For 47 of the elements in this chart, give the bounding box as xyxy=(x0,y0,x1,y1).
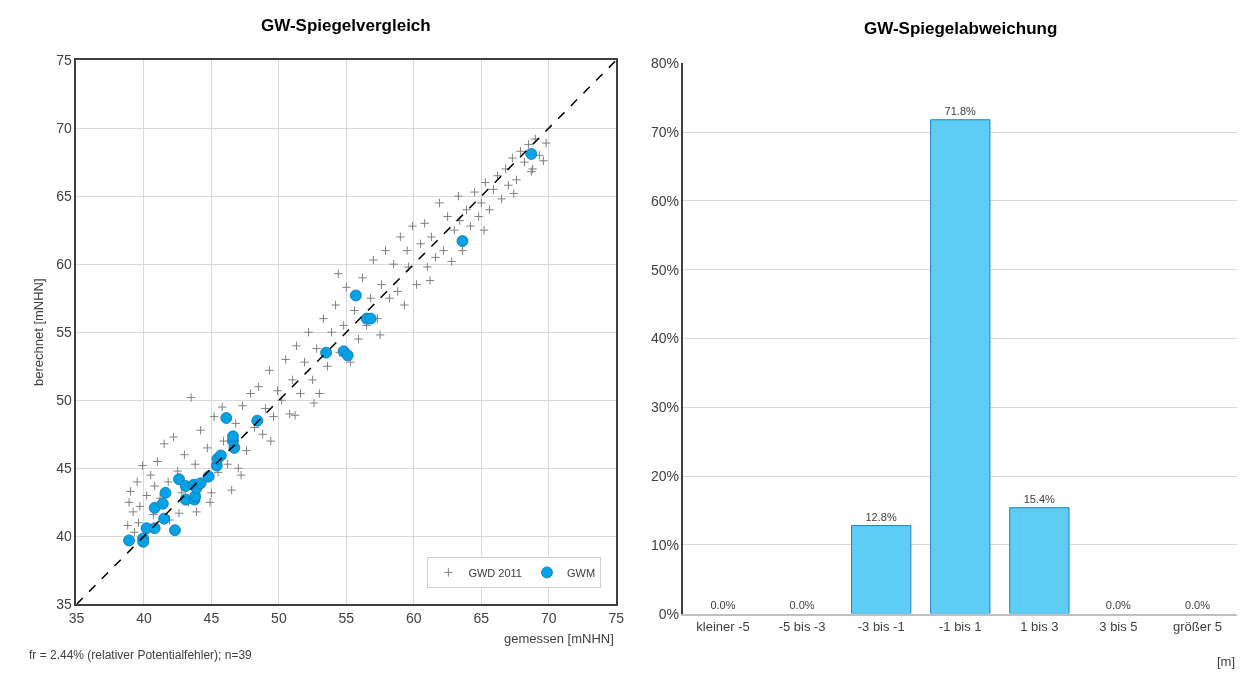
x-tick-label: 55 xyxy=(338,609,355,626)
x-tick-label: 75 xyxy=(608,609,625,626)
y-tick-label: 40% xyxy=(650,330,679,347)
y-tick-label: 45 xyxy=(56,460,73,477)
x-tick-label: 60 xyxy=(406,609,422,626)
y-tick-label: 50 xyxy=(56,392,73,409)
y-tick-label: 70% xyxy=(650,124,679,141)
y-tick-label: 0% xyxy=(658,605,679,622)
y-tick-label: 20% xyxy=(650,467,679,484)
x-axis-title: [m] xyxy=(1217,654,1236,669)
data-label: 0.0% xyxy=(1184,598,1211,611)
x-tick-label: kleiner -5 xyxy=(696,618,750,634)
chart-title: GW-Spiegelvergleich xyxy=(261,16,431,35)
y-tick-label: 40 xyxy=(56,528,73,545)
x-tick-label: 50 xyxy=(271,609,287,626)
x-tick-label: größer 5 xyxy=(1172,618,1223,634)
y-tick-label: 30% xyxy=(650,399,679,416)
x-tick-label: 40 xyxy=(136,609,152,626)
data-label: 0.0% xyxy=(1105,598,1132,611)
x-tick-label: 70 xyxy=(541,609,557,626)
x-tick-label: 45 xyxy=(203,609,220,626)
y-tick-label: 80% xyxy=(650,55,679,72)
y-tick-label: 65 xyxy=(56,188,73,205)
y-tick-label: 75 xyxy=(56,51,73,68)
legend-label: GWD 2011 xyxy=(468,566,522,579)
text: fr = 2.44% (relativer Potentialfehler); n=39 xyxy=(29,648,253,662)
data-label: 0.0% xyxy=(789,598,815,611)
x-axis-title: gemessen [mNHN] xyxy=(504,631,614,646)
legend-label: GWM xyxy=(566,566,596,579)
chart-title: GW-Spiegelabweichung xyxy=(864,19,1058,38)
y-tick-label: 10% xyxy=(650,536,679,553)
y-tick-label: 60 xyxy=(56,256,73,273)
data-label: 0.0% xyxy=(710,598,736,611)
x-tick-label: 3 bis 5 xyxy=(1099,618,1138,634)
x-tick-label: 1 bis 3 xyxy=(1020,618,1059,634)
data-label: 15.4% xyxy=(1023,492,1056,505)
x-tick-label: -5 bis -3 xyxy=(778,618,826,634)
y-axis-title: berechnet [mNHN] xyxy=(30,278,46,387)
data-label: 12.8% xyxy=(865,510,897,523)
x-tick-label: 65 xyxy=(473,609,490,626)
y-tick-label: 50% xyxy=(650,261,679,278)
x-tick-label: -1 bis 1 xyxy=(938,618,982,634)
y-tick-label: 55 xyxy=(56,324,73,341)
x-tick-label: -3 bis -1 xyxy=(857,618,905,634)
y-tick-label: 60% xyxy=(650,192,679,209)
y-tick-label: 70 xyxy=(56,120,73,136)
data-label: 71.8% xyxy=(944,104,976,117)
